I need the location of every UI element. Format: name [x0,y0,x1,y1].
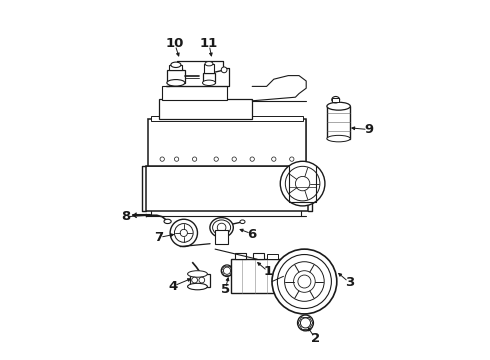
Circle shape [271,157,276,161]
Ellipse shape [205,62,213,66]
Text: 10: 10 [166,37,184,50]
Bar [204,64,214,73]
Circle shape [221,67,227,73]
Circle shape [290,157,294,161]
Ellipse shape [188,271,207,277]
Text: 3: 3 [345,276,354,289]
Bar [167,70,185,83]
Text: 4: 4 [169,280,177,293]
Ellipse shape [171,62,181,67]
Circle shape [214,157,219,161]
Bar [231,259,284,293]
Circle shape [217,223,226,232]
Ellipse shape [240,220,245,224]
Bar [146,166,308,211]
Bar [235,253,245,259]
Text: 7: 7 [154,231,163,244]
Circle shape [250,157,254,161]
Circle shape [294,271,315,292]
Circle shape [285,166,320,201]
Bar [170,65,182,70]
Bar [253,253,264,259]
Circle shape [232,157,236,161]
Circle shape [280,161,325,206]
Circle shape [298,275,311,288]
Bar [202,73,216,83]
Ellipse shape [213,220,231,235]
Text: 11: 11 [200,37,218,50]
Circle shape [285,262,324,301]
Circle shape [180,229,187,237]
Bar [162,86,227,100]
Circle shape [300,318,311,328]
Bar [332,98,339,102]
Circle shape [160,157,164,161]
Circle shape [174,224,193,242]
Circle shape [170,219,197,247]
Text: 9: 9 [365,123,374,136]
Circle shape [297,315,314,331]
Circle shape [192,277,197,283]
Bar [190,274,210,287]
Ellipse shape [327,135,350,142]
Circle shape [277,255,331,309]
Circle shape [199,277,205,283]
Circle shape [295,176,310,191]
Bar [268,254,278,259]
Bar [215,230,228,244]
Circle shape [221,265,233,276]
Bar [159,99,252,119]
Bar [151,116,303,121]
Ellipse shape [164,219,171,224]
Circle shape [272,249,337,314]
Text: 6: 6 [247,228,257,240]
Ellipse shape [332,96,340,103]
Bar [148,119,306,166]
Circle shape [223,267,231,274]
Text: 5: 5 [220,283,230,296]
Ellipse shape [210,217,233,238]
Text: 8: 8 [121,210,130,223]
Circle shape [193,157,197,161]
Ellipse shape [167,80,185,86]
Text: 1: 1 [264,265,273,278]
Ellipse shape [188,283,207,290]
Ellipse shape [327,102,350,110]
Text: 2: 2 [311,332,320,345]
Circle shape [174,157,179,161]
Bar [327,106,350,139]
Ellipse shape [202,80,216,85]
